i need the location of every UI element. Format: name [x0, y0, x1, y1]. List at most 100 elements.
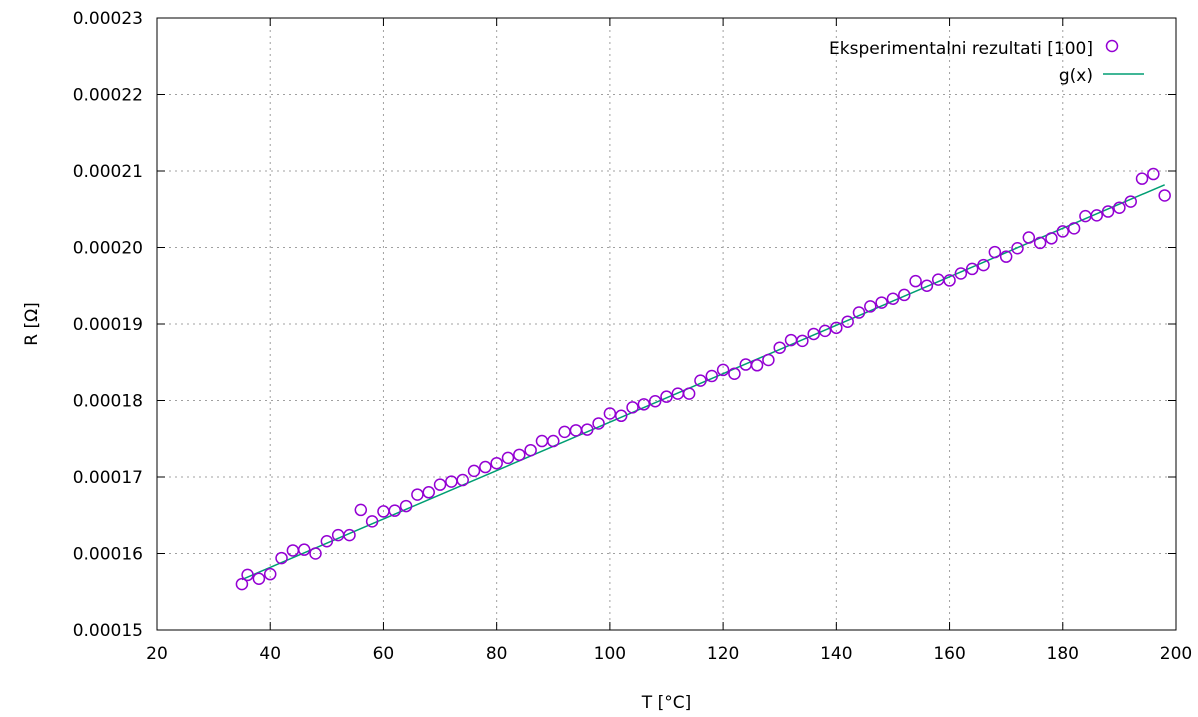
data-point	[411, 488, 424, 501]
data-point	[750, 359, 764, 372]
data-point	[830, 321, 843, 335]
data-point	[796, 334, 809, 348]
data-point	[501, 451, 515, 465]
data-point	[705, 369, 719, 383]
data-point	[422, 486, 435, 499]
data-point	[1135, 172, 1149, 185]
x-tick-label: 160	[933, 644, 965, 664]
y-tick-label: 0.00022	[73, 86, 143, 106]
data-point	[388, 504, 402, 517]
tick-labels: 20 40 60 80 100 120 140 160 180 200 0.00015 0.00016…	[73, 9, 1193, 664]
data-point	[1067, 222, 1081, 235]
data-point	[354, 503, 368, 517]
x-tick-label: 100	[594, 644, 626, 664]
data-point	[716, 363, 730, 377]
data-point	[807, 327, 820, 341]
legend: Eksperimentalni rezultati [100] g(x)	[829, 39, 1144, 86]
data-point	[524, 443, 537, 457]
y-tick-label: 0.00021	[73, 162, 143, 182]
y-tick-label: 0.00020	[73, 239, 143, 259]
data-point	[852, 306, 866, 319]
y-tick-label: 0.00017	[73, 468, 143, 488]
data-point	[762, 353, 775, 367]
data-point	[637, 398, 651, 411]
data-point	[886, 292, 900, 306]
y-tick-label: 0.00016	[73, 545, 143, 565]
x-tick-label: 60	[373, 644, 395, 664]
data-point	[648, 395, 662, 408]
fit-line	[241, 184, 1165, 581]
data-point	[1022, 231, 1036, 244]
plot-frame	[156, 17, 1177, 631]
data-point	[965, 262, 979, 276]
data-point	[309, 547, 322, 560]
data-point	[728, 367, 741, 380]
data-point	[241, 568, 254, 582]
data-point	[603, 407, 617, 420]
data-point	[977, 258, 990, 272]
data-point	[660, 390, 673, 403]
legend-label-fit: g(x)	[1059, 66, 1093, 86]
data-point	[818, 324, 832, 338]
data-point	[1113, 201, 1126, 214]
x-tick-label: 180	[1047, 644, 1079, 664]
data-point	[694, 374, 707, 387]
y-tick-label: 0.00018	[73, 392, 143, 412]
grid	[157, 18, 1176, 630]
x-tick-label: 80	[486, 644, 508, 664]
points-series	[235, 167, 1171, 591]
data-point	[920, 279, 934, 292]
x-tick-label: 40	[259, 644, 281, 664]
data-point	[909, 274, 922, 288]
data-point	[479, 460, 492, 474]
data-point	[320, 535, 334, 548]
data-point	[626, 401, 639, 414]
data-point	[275, 551, 288, 565]
data-point	[1147, 167, 1160, 181]
data-point	[399, 499, 413, 513]
data-point	[1158, 189, 1171, 202]
data-point	[456, 473, 469, 487]
data-point	[841, 315, 854, 328]
data-point	[467, 464, 481, 478]
data-point	[1033, 236, 1047, 250]
data-point	[580, 423, 594, 436]
data-point	[999, 250, 1013, 263]
fit-line-series	[241, 184, 1165, 581]
data-point	[592, 417, 605, 430]
data-point	[864, 300, 877, 313]
x-tick-label: 120	[707, 644, 739, 664]
data-point	[513, 448, 526, 462]
data-point	[1056, 225, 1070, 238]
data-point	[433, 478, 447, 491]
x-axis-label: T [°C]	[641, 693, 691, 713]
x-tick-label: 140	[820, 644, 852, 664]
data-point	[1124, 195, 1137, 208]
data-point	[898, 288, 911, 302]
data-point	[682, 387, 696, 400]
legend-label-points: Eksperimentalni rezultati [100]	[829, 39, 1093, 59]
data-point	[263, 567, 277, 581]
y-tick-label: 0.00015	[73, 621, 143, 641]
legend-marker-points	[1105, 39, 1119, 53]
data-point	[343, 528, 356, 542]
data-point	[1011, 242, 1024, 255]
data-point	[1045, 232, 1058, 245]
data-point	[235, 577, 249, 591]
data-point	[252, 572, 266, 585]
data-point	[954, 267, 968, 280]
y-tick-label: 0.00023	[73, 9, 143, 29]
data-point	[365, 515, 379, 528]
data-point	[875, 296, 888, 309]
y-axis-label: R [Ω]	[22, 302, 42, 345]
data-point	[547, 434, 560, 448]
data-point	[297, 543, 311, 556]
data-point	[943, 274, 956, 287]
data-point	[773, 341, 786, 354]
data-point	[1090, 209, 1103, 222]
y-tick-label: 0.00019	[73, 315, 143, 335]
x-tick-label: 20	[146, 644, 168, 664]
x-tick-label: 200	[1160, 644, 1192, 664]
